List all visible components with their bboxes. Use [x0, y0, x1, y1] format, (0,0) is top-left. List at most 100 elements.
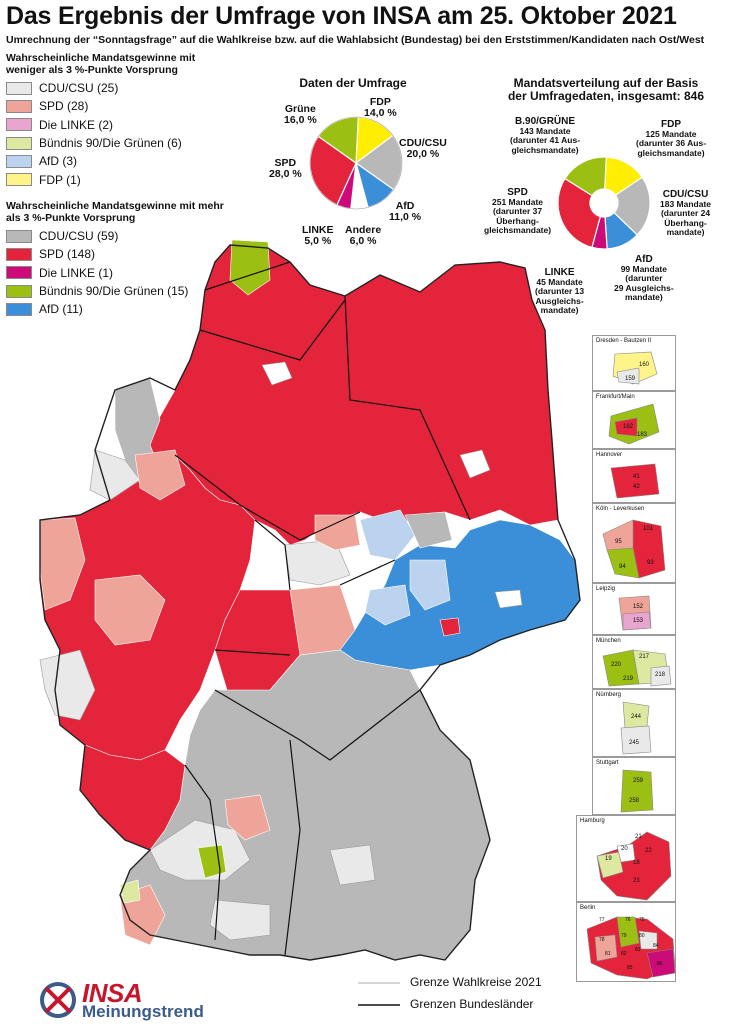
- legend-item-gruene-strong: Bündnis 90/Die Grünen (15): [6, 282, 236, 300]
- inset-hannover: Hannover 41 42: [592, 449, 676, 503]
- legend-label: Bündnis 90/Die Grünen (6): [39, 136, 182, 151]
- seats-label-fdp: FDP 125 Mandate (darunter 36 Aus-gleichsma…: [636, 120, 706, 158]
- seats-label-line: AfD: [634, 254, 653, 265]
- legend-item-spd-strong: SPD (148): [6, 245, 236, 263]
- pie-label-value: 16,0 %: [284, 114, 317, 126]
- seats-pie-title-line1: Mandatsverteilung auf der Basis: [513, 76, 699, 90]
- insa-logo-text: INSA: [82, 978, 143, 1008]
- inset-title: Berlin: [580, 905, 596, 911]
- inset-nuernberg-map: [620, 701, 652, 755]
- inset-title: München: [596, 638, 621, 644]
- legend-item-cdu-strong: CDU/CSU (59): [6, 227, 236, 245]
- seats-label-line: (darunter 41 Aus-: [510, 135, 581, 145]
- inset-number: 259: [633, 778, 644, 784]
- seats-label-line: Ausgleichs-: [535, 295, 584, 306]
- pie-label-value: 11,0 %: [389, 211, 422, 223]
- region-anhalt-afd-light: [359, 509, 416, 561]
- inset-number: 159: [625, 376, 636, 382]
- inset-stuttgart-map: [620, 769, 654, 813]
- inset-number: 77: [599, 917, 605, 923]
- inset-frankfurt: Frankfurt/Main 182 183: [592, 391, 676, 449]
- insa-logo-subtext: Meinungstrend: [82, 1002, 204, 1021]
- seats-label-line: mandate): [666, 227, 705, 237]
- inset-number: 219: [623, 676, 634, 682]
- inset-number: 217: [639, 654, 650, 660]
- inset-number: 76: [625, 917, 631, 923]
- seats-label-line: mandate): [624, 292, 663, 302]
- seats-label-line: LINKE: [544, 267, 575, 278]
- inset-title: Hamburg: [580, 818, 605, 824]
- inset-number: 220: [611, 662, 622, 668]
- inset-number: 22: [645, 848, 652, 854]
- seats-label-line: SPD: [507, 187, 528, 198]
- inset-number: 83: [635, 947, 641, 953]
- seats-label-line: 183 Mandate: [660, 198, 712, 209]
- region-harz-light-spd: [314, 514, 361, 551]
- inset-title: Leipzig: [596, 586, 616, 592]
- inset-number: 41: [633, 474, 640, 480]
- pie-label-name: Grüne: [284, 103, 316, 115]
- legend-swatch: [6, 284, 32, 298]
- pie-label-name: CDU/CSU: [399, 137, 447, 149]
- inset-number: 23: [633, 878, 640, 884]
- inset-number: 86: [657, 961, 663, 967]
- legend-item-linke-strong: Die LINKE (1): [6, 264, 236, 282]
- region-freiburg-light-green: [119, 879, 141, 904]
- seats-label-cdu: CDU/CSU 183 Mandate (darunter 24 Überhang-m…: [660, 190, 711, 238]
- region-stuttgart-green: [197, 844, 227, 879]
- legend-swatch: [6, 81, 32, 95]
- seats-label-line: B.90/GRÜNE: [515, 116, 576, 127]
- inset-title: Hannover: [596, 452, 623, 458]
- legend-label: SPD (28): [39, 99, 89, 114]
- region-bodensee-light: [209, 899, 271, 941]
- country-outline: [39, 244, 581, 961]
- region-dresden-white: [494, 589, 523, 609]
- seats-label-linke: LINKE 45 Mandate (darunter 13 Ausgleichs-ma…: [535, 268, 584, 316]
- legend-item-spd-weak: SPD (28): [6, 97, 236, 115]
- inset-number: 258: [629, 798, 640, 804]
- inset-number: 183: [637, 432, 648, 438]
- region-hannover-white: [261, 361, 293, 386]
- region-berlin-white: [459, 449, 491, 479]
- seats-label-line: (darunter 13: [535, 286, 585, 296]
- inset-hannover-map: [610, 463, 660, 499]
- pie-label-name: SPD: [274, 157, 297, 169]
- seats-label-afd: AfD 99 Mandate (darunter 29 Ausgleichs-mand…: [614, 255, 674, 303]
- inset-dresden-map: [612, 351, 658, 385]
- pie-label-value: 5,0 %: [304, 235, 332, 247]
- inset-dresden: Dresden - Bautzen II 160 159: [592, 335, 676, 391]
- inset-stuttgart: Stuttgart 259 258: [592, 757, 676, 815]
- seats-label-line: (darunter 37: [492, 206, 543, 216]
- inset-number: 75: [639, 917, 645, 923]
- legend-swatch: [6, 247, 32, 261]
- region-magdeburg-grey: [404, 511, 453, 549]
- page-subtitle: Umrechnung der “Sonntagsfrage” auf die W…: [6, 34, 705, 46]
- pie-label-value: 20,0 %: [406, 148, 440, 160]
- legend-label: Bündnis 90/Die Grünen (15): [39, 284, 189, 299]
- legend-swatch: [6, 173, 32, 187]
- region-bw-light-spd: [224, 794, 271, 841]
- inset-muenchen-map: [602, 649, 672, 687]
- seats-label-line: FDP: [661, 119, 682, 130]
- seats-label-gruene: B.90/GRÜNE 143 Mandate (darunter 41 Aus-gl…: [510, 117, 580, 155]
- region-west-grey: [39, 649, 96, 721]
- inset-hamburg: Hamburg 21 20 22 19 18 23: [576, 815, 676, 902]
- inset-number: 20: [621, 846, 628, 852]
- inset-number: 245: [629, 740, 640, 746]
- seats-pie-title: Mandatsverteilung auf der Basis der Umfra…: [486, 77, 726, 103]
- inset-number: 93: [647, 560, 654, 566]
- inset-title: Frankfurt/Main: [596, 394, 635, 400]
- seats-label-line: 45 Mandate: [536, 276, 583, 287]
- seats-label-line: (darunter 36 Aus-: [636, 138, 707, 148]
- legend-strong-heading: Wahrscheinliche Mandatsgewinne mit mehr …: [6, 200, 224, 224]
- pie-label-value: 6,0 %: [349, 235, 377, 247]
- legend-item-linke-weak: Die LINKE (2): [6, 116, 236, 134]
- legend-label: FDP (1): [39, 172, 81, 187]
- legend-swatch: [6, 266, 32, 280]
- inset-koeln-map: [602, 519, 666, 579]
- pie-label-value: 28,0 %: [269, 168, 302, 180]
- inset-number: 95: [615, 539, 622, 545]
- insa-logo-mark-icon: [40, 982, 76, 1018]
- inset-berlin: Berlin 77 76 75 78 79 80 81 82 83 84 85 …: [576, 902, 676, 982]
- seats-label-line: mandate): [540, 305, 579, 315]
